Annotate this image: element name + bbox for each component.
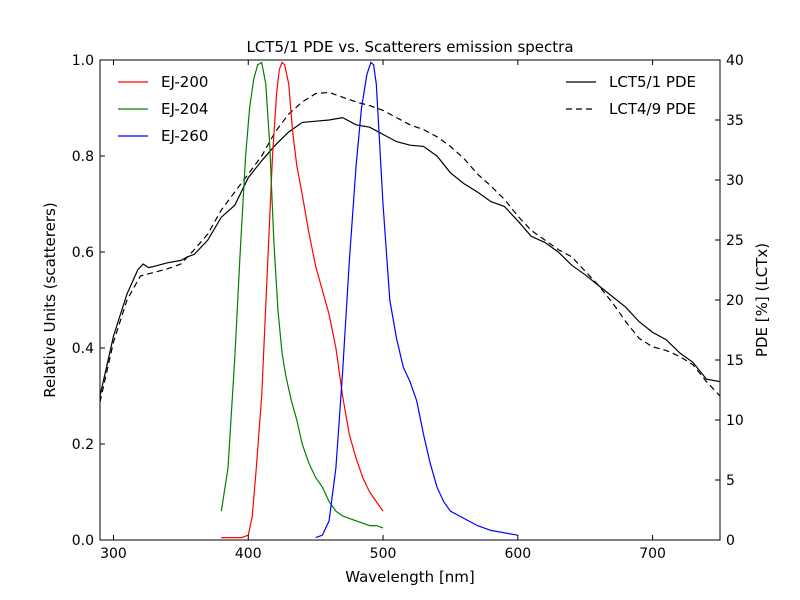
y-right-tick-label: 35 bbox=[726, 113, 744, 129]
y-right-tick-label: 0 bbox=[726, 533, 735, 549]
chart-title: LCT5/1 PDE vs. Scatterers emission spect… bbox=[246, 38, 573, 56]
legend-label-left-0: EJ-200 bbox=[161, 73, 208, 91]
x-tick-label: 400 bbox=[235, 546, 262, 562]
y-right-tick-label: 30 bbox=[726, 173, 744, 189]
legend-label-left-1: EJ-204 bbox=[161, 100, 208, 118]
y-left-tick-label: 0.2 bbox=[72, 437, 94, 453]
y-left-tick-label: 0.4 bbox=[72, 341, 94, 357]
legend-label-right-1: LCT4/9 PDE bbox=[609, 100, 696, 118]
y-left-tick-label: 0.6 bbox=[72, 245, 94, 261]
x-tick-label: 500 bbox=[370, 546, 397, 562]
y-right-tick-label: 5 bbox=[726, 473, 735, 489]
series-line-right-0 bbox=[99, 116, 721, 397]
x-tick-label: 700 bbox=[639, 546, 666, 562]
plot-area bbox=[99, 61, 721, 539]
y-axis-right-label: PDE [%] (LCTx) bbox=[753, 243, 771, 357]
y-left-tick-label: 0.0 bbox=[72, 533, 94, 549]
series-line-left-1 bbox=[220, 61, 384, 529]
y-right-tick-label: 20 bbox=[726, 293, 744, 309]
y-left-tick-label: 0.8 bbox=[72, 149, 94, 165]
x-tick-label: 300 bbox=[100, 546, 127, 562]
x-tick-label: 600 bbox=[504, 546, 531, 562]
y-right-tick-label: 10 bbox=[726, 413, 744, 429]
series-line-left-2 bbox=[315, 61, 518, 539]
y-axis-left-label: Relative Units (scatterers) bbox=[41, 202, 59, 397]
series-line-left-0 bbox=[221, 61, 384, 539]
legend-label-right-0: LCT5/1 PDE bbox=[609, 73, 696, 91]
y-right-tick-label: 15 bbox=[726, 353, 744, 369]
legend-right: LCT5/1 PDE LCT4/9 PDE bbox=[566, 73, 696, 118]
y-left-tick-label: 1.0 bbox=[72, 53, 94, 69]
legend-label-left-2: EJ-260 bbox=[161, 127, 208, 145]
x-axis-label: Wavelength [nm] bbox=[345, 568, 475, 586]
series-line-right-1 bbox=[99, 91, 721, 403]
legend-left: EJ-200 EJ-204 EJ-260 bbox=[118, 73, 208, 145]
y-right-tick-label: 40 bbox=[726, 53, 744, 69]
axes: 300 400 500 600 700 0.0 0.2 0.4 0.6 0.8 1.0 0 5 10 15 2… bbox=[72, 53, 744, 562]
y-right-tick-label: 25 bbox=[726, 233, 744, 249]
